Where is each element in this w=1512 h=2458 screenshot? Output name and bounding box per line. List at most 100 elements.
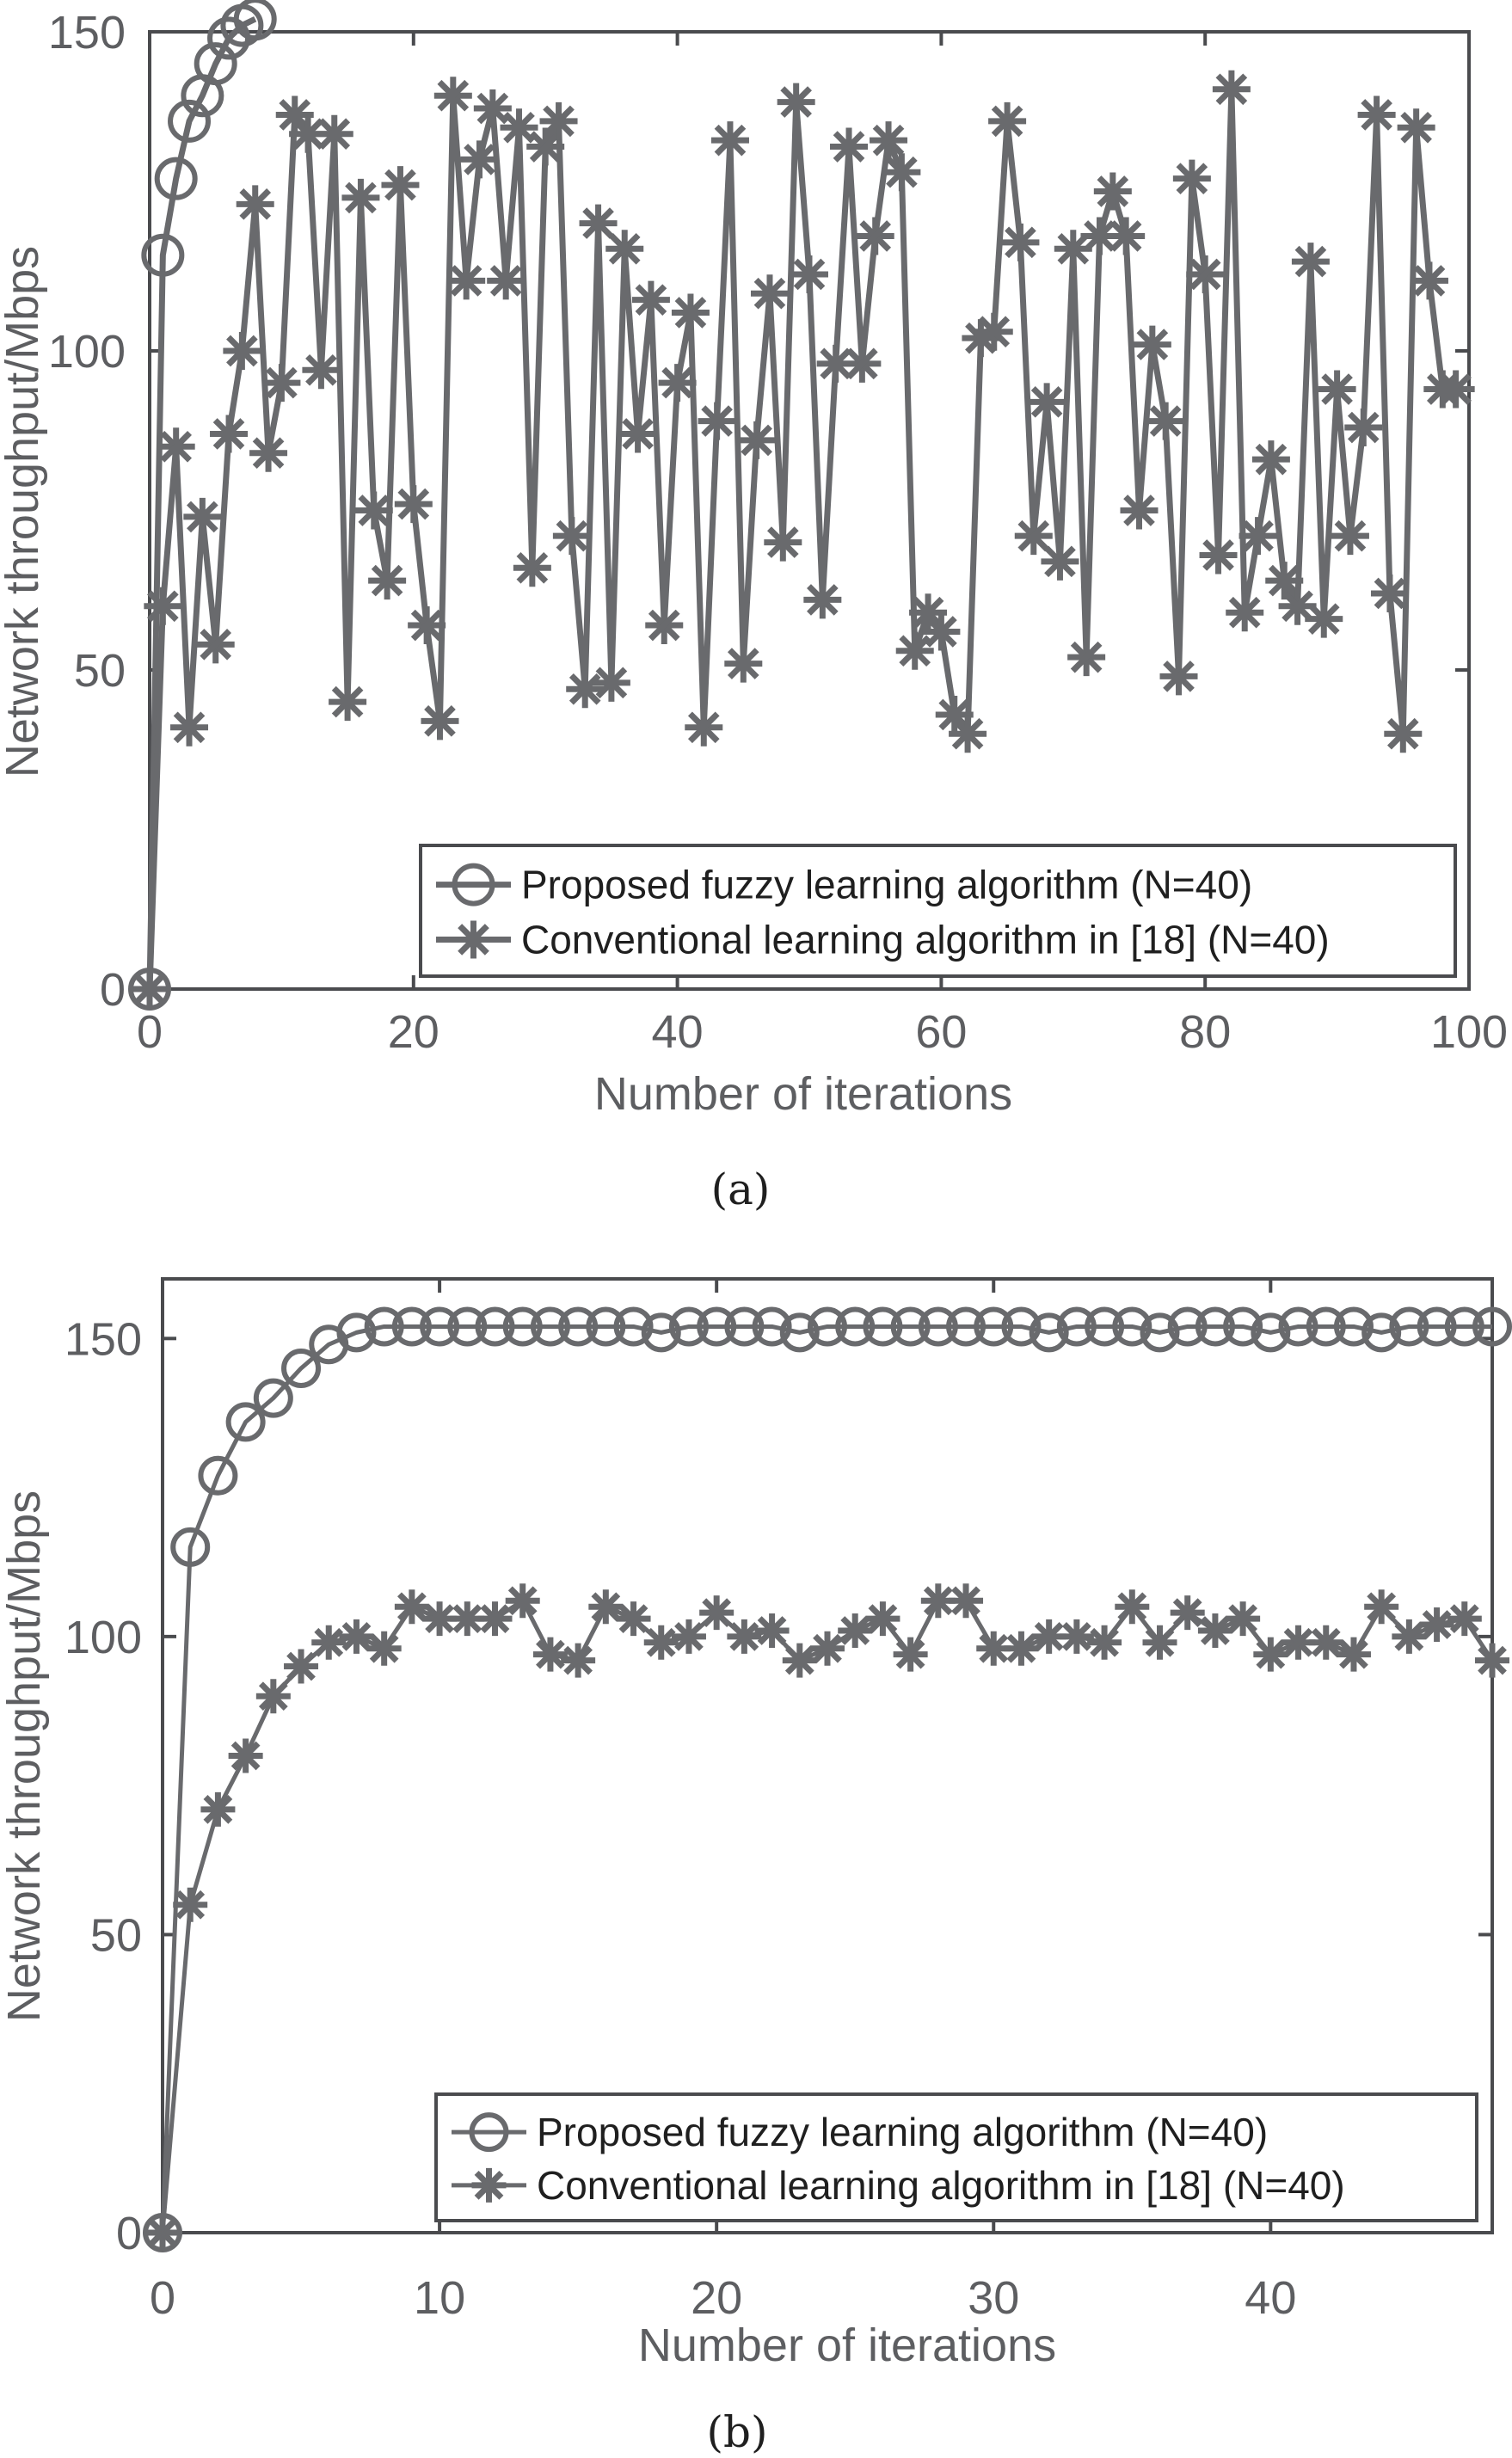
asterisk-stroke	[840, 1616, 870, 1645]
asterisk-point	[1397, 108, 1435, 147]
asterisk-point	[1159, 657, 1198, 696]
asterisk-point	[145, 2215, 180, 2250]
legend: Proposed fuzzy learning algorithm (N=40)…	[434, 2092, 1478, 2222]
asterisk-stroke	[397, 1592, 427, 1622]
asterisk-point	[1336, 1637, 1371, 1672]
legend-label: Conventional learning algorithm in [18] …	[521, 917, 1330, 962]
x-tick-label: 80	[1179, 1006, 1231, 1058]
y-tick-label: 150	[65, 1313, 142, 1365]
asterisk-stroke	[923, 1586, 953, 1616]
y-axis-label: Network throughput/Mbps	[0, 1490, 50, 2022]
asterisk-stroke	[807, 584, 839, 616]
circle-point	[1333, 1306, 1374, 1347]
asterisk-point	[1291, 243, 1330, 281]
asterisk-stroke	[1256, 1639, 1286, 1669]
asterisk-point	[1357, 95, 1396, 134]
asterisk-point	[532, 1637, 568, 1672]
asterisk-point	[976, 1631, 1011, 1666]
series-conventional	[131, 70, 1475, 1008]
asterisk-stroke	[608, 232, 641, 265]
asterisk-stroke	[1394, 1622, 1424, 1651]
asterisk-stroke	[938, 698, 971, 731]
asterisk-stroke	[1070, 641, 1103, 673]
asterisk-stroke	[991, 105, 1023, 138]
asterisk-stroke	[1339, 1639, 1368, 1669]
circle-point	[1001, 1306, 1042, 1347]
asterisk-stroke	[622, 418, 654, 450]
asterisk-point	[816, 344, 855, 383]
asterisk-stroke	[516, 551, 549, 584]
asterisk-stroke	[582, 207, 614, 239]
asterisk-point	[505, 1583, 540, 1619]
asterisk-stroke	[358, 495, 390, 526]
asterisk-stroke	[833, 131, 865, 163]
asterisk-point	[1170, 1595, 1205, 1631]
circle-point	[890, 1306, 931, 1347]
circle-point	[613, 1306, 654, 1347]
asterisk-stroke	[529, 131, 562, 163]
circle-point	[364, 1306, 404, 1347]
asterisk-stroke	[868, 1604, 898, 1633]
asterisk-point	[1475, 1643, 1509, 1678]
asterisk-stroke	[846, 347, 878, 380]
asterisk-point	[200, 1791, 236, 1827]
asterisk-stroke	[1163, 661, 1195, 692]
asterisk-stroke	[1268, 564, 1300, 597]
asterisk-point	[487, 261, 526, 300]
asterisk-stroke	[872, 124, 905, 157]
asterisk-stroke	[556, 519, 588, 552]
asterisk-stroke	[859, 220, 892, 252]
asterisk-stroke	[1242, 519, 1274, 552]
x-tick-label: 10	[414, 2272, 465, 2324]
asterisk-stroke	[480, 1604, 510, 1633]
asterisk-point	[1419, 1607, 1454, 1643]
asterisk-point	[988, 101, 1027, 140]
circle-point	[141, 233, 185, 277]
y-tick-label: 150	[48, 7, 126, 58]
asterisk-point	[394, 485, 433, 524]
y-tick-label: 50	[74, 645, 126, 697]
asterisk-point	[1142, 1625, 1177, 1660]
asterisk-point	[605, 230, 644, 268]
legend: Proposed fuzzy learning algorithm (N=40)…	[419, 844, 1457, 978]
legend-label: Proposed fuzzy learning algorithm (N=40)	[537, 2110, 1268, 2154]
asterisk-point	[1028, 383, 1066, 421]
asterisk-point	[1331, 517, 1369, 556]
asterisk-point	[394, 1589, 429, 1625]
asterisk-point	[710, 121, 749, 160]
asterisk-point	[1146, 402, 1185, 440]
asterisk-stroke	[1228, 596, 1261, 629]
circle-point	[233, 0, 277, 41]
asterisk-point	[1014, 517, 1053, 556]
asterisk-stroke	[1311, 1627, 1341, 1657]
caption: (b)	[706, 2407, 767, 2457]
asterisk-stroke	[279, 99, 311, 131]
asterisk-stroke	[212, 418, 245, 450]
asterisk-stroke	[978, 316, 1011, 348]
asterisk-point	[262, 364, 301, 402]
circle-point	[641, 1312, 681, 1353]
asterisk-stroke	[1030, 386, 1063, 418]
asterisk-stroke	[1361, 99, 1392, 131]
series-conventional	[145, 1583, 1509, 2250]
asterisk-stroke	[341, 1622, 372, 1651]
asterisk-stroke	[458, 924, 489, 956]
asterisk-point	[421, 702, 459, 740]
asterisk-stroke	[895, 1639, 925, 1669]
asterisk-stroke	[563, 1645, 593, 1675]
asterisk-point	[408, 606, 446, 645]
asterisk-point	[1344, 409, 1383, 447]
x-tick-label: 0	[150, 2272, 175, 2324]
circle-point	[1306, 1306, 1346, 1347]
asterisk-stroke	[1283, 1627, 1313, 1657]
circle-point	[668, 1306, 709, 1347]
asterisk-point	[1251, 440, 1290, 479]
asterisk-point	[588, 1589, 624, 1625]
asterisk-stroke	[674, 297, 707, 329]
asterisk-point	[552, 517, 591, 556]
asterisk-stroke	[1172, 1598, 1202, 1628]
asterisk-stroke	[1422, 1610, 1452, 1639]
asterisk-stroke	[369, 1633, 399, 1663]
circle-point	[1140, 1312, 1180, 1353]
asterisk-point	[275, 95, 314, 134]
